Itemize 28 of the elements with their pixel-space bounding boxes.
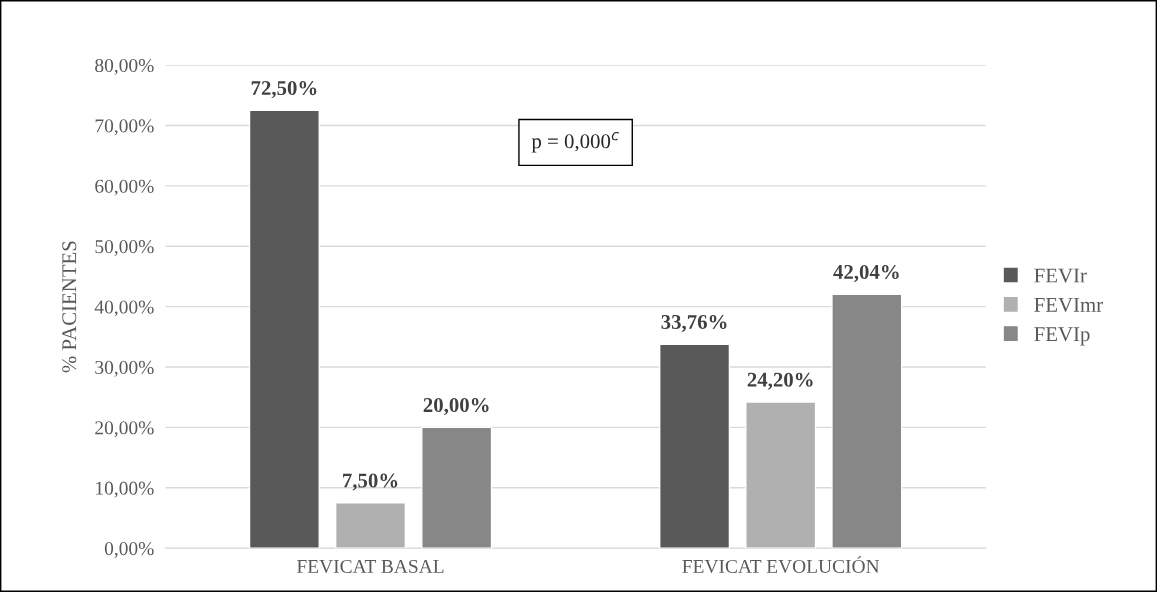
bar xyxy=(248,109,320,549)
y-axis-title: % PACIENTES xyxy=(62,241,77,373)
x-tick-label: FEVICAT BASAL xyxy=(296,559,444,574)
y-tick-label: 10,00% xyxy=(96,481,154,498)
bar xyxy=(745,401,817,549)
data-label: 42,04% xyxy=(833,264,899,283)
y-tick-label: 70,00% xyxy=(95,119,154,136)
y-tick-label: 50,00% xyxy=(95,240,154,257)
data-label: 20,00% xyxy=(423,398,489,416)
bar xyxy=(831,293,903,549)
y-tick-label: 0,00% xyxy=(104,542,154,558)
y-tick-label: 60,00% xyxy=(95,179,154,196)
annotation: p = 0,000$^{c}$ xyxy=(531,131,619,153)
y-tick-label: 40,00% xyxy=(94,300,154,317)
y-tick-label: 80,00% xyxy=(95,58,154,75)
bar xyxy=(421,426,493,549)
x-tick-label: FEVICAT EVOLUCIÓN xyxy=(682,556,880,574)
data-label: 33,76% xyxy=(661,314,727,333)
data-label: 72,50% xyxy=(251,81,317,99)
legend-label: FEVImr xyxy=(1034,298,1103,312)
legend-label: FEVIp xyxy=(1034,327,1090,346)
data-label: 24,20% xyxy=(747,372,813,390)
y-tick-label: 20,00% xyxy=(95,421,154,438)
data-label: 7,50% xyxy=(343,473,398,491)
bar xyxy=(658,343,731,549)
legend-label: FEVIr xyxy=(1034,268,1087,283)
bar xyxy=(334,502,407,549)
y-tick-label: 30,00% xyxy=(95,360,154,377)
